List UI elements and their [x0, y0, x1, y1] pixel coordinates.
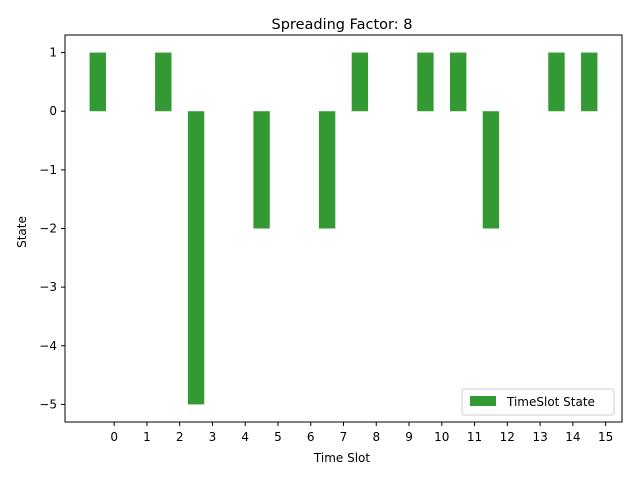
legend-label: TimeSlot State [506, 395, 595, 409]
y-tick-label: −5 [39, 397, 57, 411]
x-tick-label: 15 [598, 430, 613, 444]
x-tick-label: 7 [340, 430, 348, 444]
bar-3 [253, 111, 270, 229]
bar-7 [449, 52, 467, 112]
bar-6 [417, 52, 434, 112]
x-tick-label: 4 [241, 430, 249, 444]
x-tick-label: 13 [532, 430, 547, 444]
x-tick-label: 8 [372, 430, 380, 444]
x-tick-label: 3 [209, 430, 217, 444]
x-tick-label: 6 [307, 430, 315, 444]
y-tick-label: 0 [49, 104, 57, 118]
y-tick-label: 1 [49, 46, 57, 60]
bar-2 [187, 111, 205, 405]
x-axis-label: Time Slot [313, 451, 370, 465]
y-tick-label: −2 [39, 222, 57, 236]
y-tick-label: −4 [39, 339, 57, 353]
bar-9 [548, 52, 565, 112]
bar-1 [155, 52, 172, 112]
x-tick-label: 14 [565, 430, 580, 444]
bar-10 [581, 52, 598, 112]
x-tick-label: 11 [467, 430, 482, 444]
x-tick-label: 2 [176, 430, 184, 444]
legend: TimeSlot State [461, 388, 615, 416]
bar-8 [482, 111, 500, 229]
x-axis-ticks: 0 1 2 3 4 5 6 7 8 9 10 11 12 13 14 15 [110, 422, 613, 444]
plot-frame [64, 34, 623, 423]
y-tick-label: −3 [39, 280, 57, 294]
chart-title: Spreading Factor: 8 [272, 17, 413, 33]
bar-group [89, 52, 598, 405]
bar-0 [89, 52, 106, 112]
y-tick-label: −1 [39, 163, 57, 177]
bar-5 [351, 52, 369, 112]
y-axis-label: State [15, 216, 29, 248]
x-tick-label: 0 [110, 430, 118, 444]
x-tick-label: 5 [274, 430, 282, 444]
legend-box [461, 388, 615, 416]
x-tick-label: 1 [143, 430, 151, 444]
bar-4 [318, 111, 336, 229]
x-tick-label: 9 [405, 430, 413, 444]
legend-swatch [470, 396, 496, 406]
x-tick-label: 10 [434, 430, 449, 444]
x-tick-label: 12 [500, 430, 515, 444]
y-axis-ticks: 1 0 −1 −2 −3 −4 −5 [39, 46, 65, 411]
